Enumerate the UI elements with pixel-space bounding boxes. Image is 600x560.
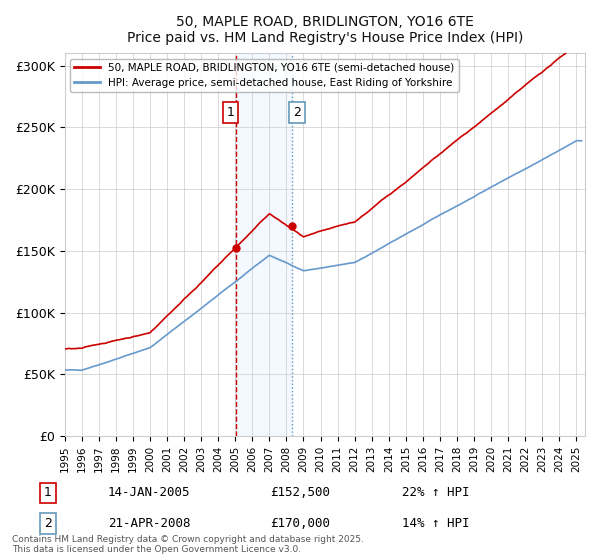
Text: 1: 1 — [44, 486, 52, 500]
Text: 2: 2 — [293, 106, 301, 119]
Title: 50, MAPLE ROAD, BRIDLINGTON, YO16 6TE
Price paid vs. HM Land Registry's House Pr: 50, MAPLE ROAD, BRIDLINGTON, YO16 6TE Pr… — [127, 15, 523, 45]
Text: £152,500: £152,500 — [270, 486, 330, 500]
Legend: 50, MAPLE ROAD, BRIDLINGTON, YO16 6TE (semi-detached house), HPI: Average price,: 50, MAPLE ROAD, BRIDLINGTON, YO16 6TE (s… — [70, 58, 459, 92]
Text: 1: 1 — [227, 106, 235, 119]
Text: 21-APR-2008: 21-APR-2008 — [108, 517, 191, 530]
Text: 14-JAN-2005: 14-JAN-2005 — [108, 486, 191, 500]
Text: 22% ↑ HPI: 22% ↑ HPI — [402, 486, 470, 500]
Text: 2: 2 — [44, 517, 52, 530]
Text: Contains HM Land Registry data © Crown copyright and database right 2025.
This d: Contains HM Land Registry data © Crown c… — [12, 535, 364, 554]
Text: £170,000: £170,000 — [270, 517, 330, 530]
Text: 14% ↑ HPI: 14% ↑ HPI — [402, 517, 470, 530]
Bar — [236, 53, 292, 436]
